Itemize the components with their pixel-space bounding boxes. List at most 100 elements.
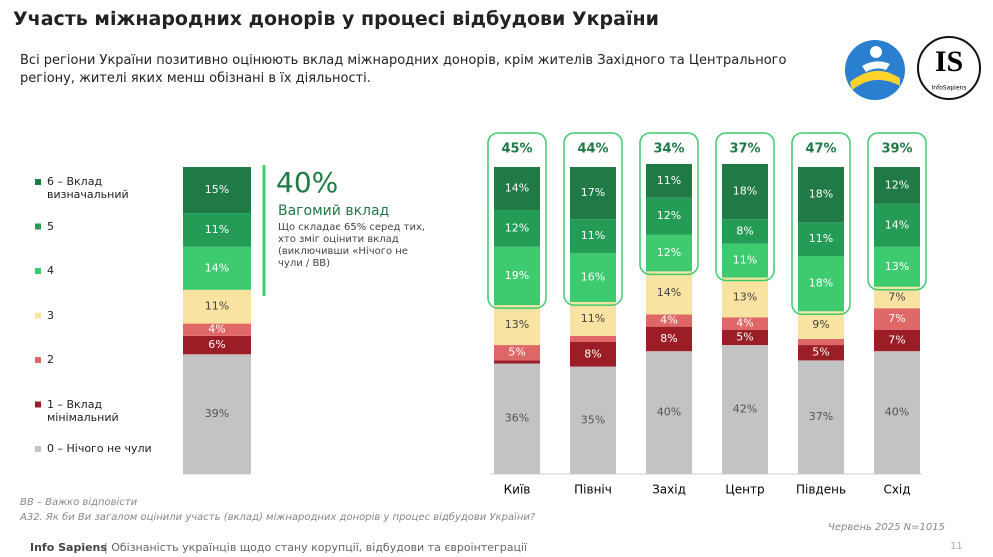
note: ВВ – Важко відповісти [20,497,138,508]
data-label: 40% [885,406,909,419]
bar-segment [874,351,920,474]
bar-segment [722,163,768,220]
total-label: 44% [577,142,608,157]
bar-segment [570,167,616,220]
bar-segment [874,286,920,309]
data-label: 39% [205,407,229,420]
x-tick-label: Південь [796,483,846,497]
highlight-box [487,132,547,309]
total-label: 34% [653,142,684,157]
title: Участь міжнародних донорів у процесі від… [13,8,659,30]
bar-segment [570,341,616,367]
legend-label: 2 [47,353,54,366]
data-label: 14% [505,181,529,194]
bar-segment [183,354,251,474]
bar-segment [494,363,540,474]
bar-segment [646,326,692,352]
logo-is: IS InfoSapiens [917,36,981,100]
bar-segment [183,289,251,324]
data-label: 35% [581,413,605,426]
bar-segment [874,308,920,330]
bar-segment [494,360,540,364]
data-label: 4% [660,314,677,327]
data-label: 8% [584,347,601,360]
highlight-box [867,132,927,291]
bar-segment [494,305,540,346]
data-label: 18% [809,277,833,290]
bar-segment [798,167,844,223]
legend-label: 1 – Вклад мінімальний [47,397,119,424]
bar-segment [183,246,251,290]
bar-segment [570,219,616,253]
highlight-title: Вагомий вклад [278,203,390,219]
highlight-text: Що складає 65% серед тих, хто зміг оціни… [278,222,426,269]
data-label: 40% [657,406,681,419]
x-tick-label: Київ [504,483,531,497]
data-label: 13% [885,260,909,273]
bar-segment [646,271,692,315]
x-tick-label: Центр [725,483,764,497]
bar-segment [570,302,616,336]
bar-segment [494,246,540,306]
bar-segment [722,243,768,278]
bar-segment [646,234,692,272]
legend-label: 4 [47,264,54,277]
legend-label: 5 [47,219,54,233]
bar-segment [570,252,616,303]
x-tick-label: Північ [574,483,612,497]
data-label: 5% [736,330,753,343]
bar-segment [722,345,768,474]
data-label: 18% [733,185,757,198]
bar-segment [874,246,920,287]
legend-swatch [35,268,41,274]
total-label: 37% [729,142,760,157]
data-label: 15% [205,183,229,196]
data-label: 14% [205,261,229,274]
data-label: 7% [888,333,905,346]
x-tick-label: Схід [883,483,910,497]
legend-swatch [35,446,41,452]
data-label: 4% [208,323,225,336]
data-label: 12% [657,246,681,259]
data-label: 6% [208,338,225,351]
bar-segment [798,360,844,474]
data-label: 12% [505,221,529,234]
data-label: 12% [657,209,681,222]
subtitle: Всі регіони України позитивно оцінюють в… [20,53,787,86]
highlight-box [563,132,623,306]
data-label: 11% [581,312,605,325]
data-label: 42% [733,403,757,416]
logo-ua [845,40,905,100]
legend-swatch [35,223,41,230]
bar-segment [722,329,768,346]
bar-segment [570,366,616,474]
bar-segment [798,256,844,312]
data-label: 16% [581,271,605,284]
data-label: 8% [660,332,677,345]
bar-segment [646,351,692,474]
total-label: 45% [501,142,532,157]
highlight-box [791,132,851,316]
footer-brand: Info Sapiens [30,541,107,554]
bar-segment [494,209,540,247]
bar-segment [494,345,540,361]
data-label: 13% [505,318,529,331]
total-label: 39% [881,142,912,157]
data-label: 12% [885,178,909,191]
data-label: 11% [581,229,605,242]
data-label: 7% [888,290,905,303]
total-label: 47% [805,142,836,157]
bar-segment [570,335,616,342]
bar-segment [798,222,844,257]
bar-segment [183,335,251,355]
data-label: 14% [657,286,681,299]
bar-segment [798,338,844,346]
bar-segment [722,277,768,318]
data-label: 13% [733,290,757,303]
bar-segment [646,197,692,235]
legend-swatch [35,357,41,363]
data-label: 5% [812,346,829,359]
data-label: 11% [809,232,833,245]
